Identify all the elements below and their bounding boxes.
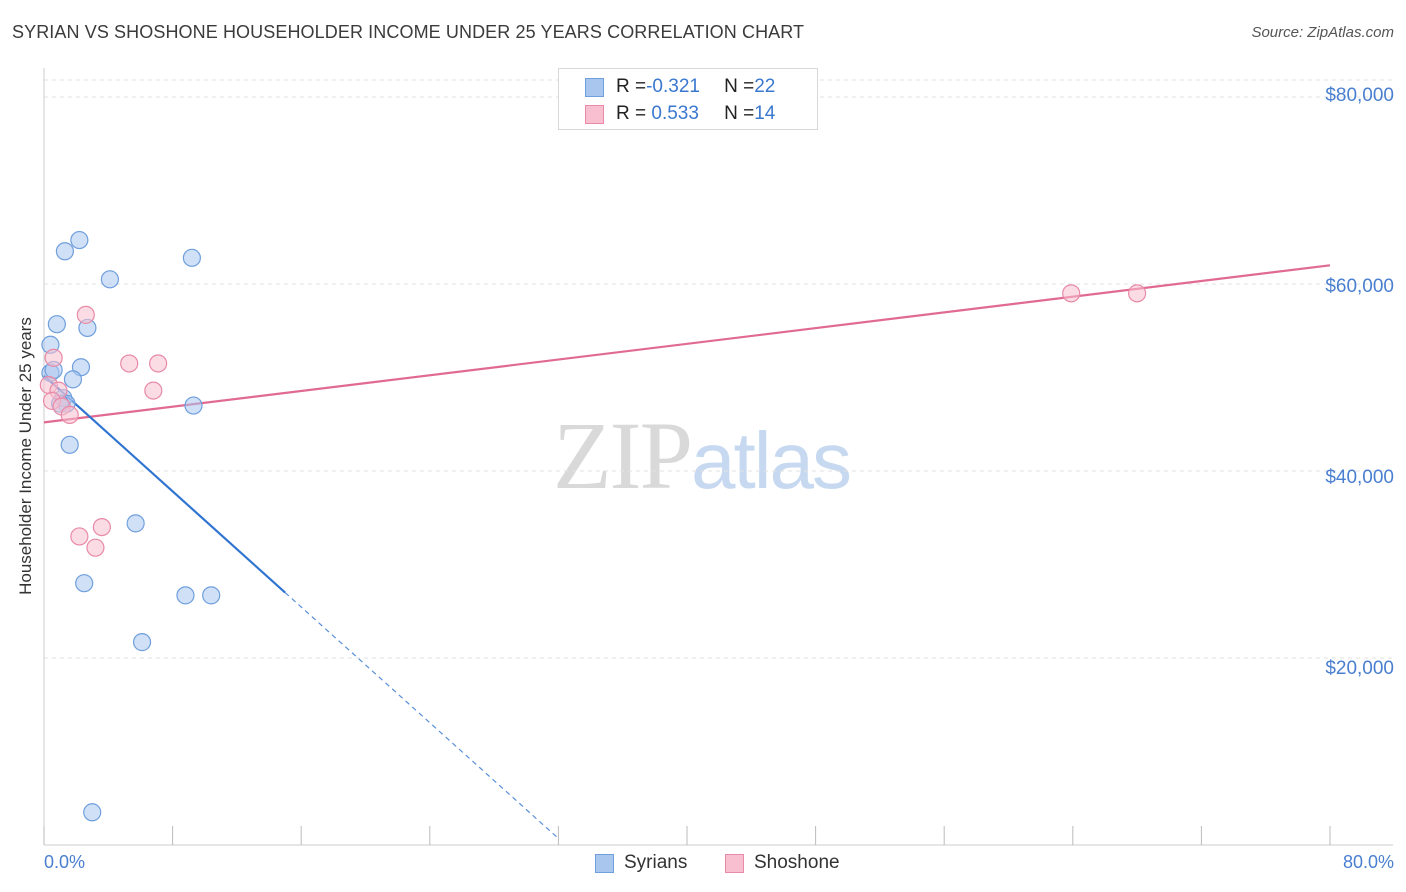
legend-n-value: 22 xyxy=(754,76,776,97)
trendline-syrians-extension xyxy=(284,592,559,839)
watermark-zip: ZIP xyxy=(553,402,693,509)
shoshone-point-7 xyxy=(120,354,139,373)
trendline-shoshone xyxy=(43,264,1331,424)
x-tick-label-min: 0.0% xyxy=(44,852,86,872)
shoshone-point-14 xyxy=(1127,284,1147,303)
x-tick-label-max: 80.0% xyxy=(1342,852,1394,872)
syrians-point-4 xyxy=(55,242,74,261)
syrians-point-3 xyxy=(47,315,66,334)
shoshone-point-9 xyxy=(144,381,163,400)
source-label: Source: ZipAtlas.com xyxy=(1251,24,1394,41)
bottom-legend-syrians[interactable]: Syrians xyxy=(595,852,687,874)
syrians-point-18 xyxy=(176,586,195,605)
legend-r-label: R = xyxy=(616,103,647,124)
legend-n-label: N = xyxy=(724,103,755,124)
syrians-point-14 xyxy=(182,248,201,267)
bottom-legend-label-syrians: Syrians xyxy=(624,852,688,873)
chart-title: SYRIAN VS SHOSHONE HOUSEHOLDER INCOME UN… xyxy=(12,22,805,42)
syrians-point-13 xyxy=(100,270,120,289)
bottom-legend-swatch-syrians xyxy=(595,853,614,873)
syrians-point-16 xyxy=(126,514,145,533)
syrians-point-21 xyxy=(83,803,102,822)
y-tick-label-60000: $60,000 xyxy=(1325,276,1394,297)
y-tick-label-40000: $40,000 xyxy=(1325,467,1394,488)
shoshone-point-1 xyxy=(44,348,63,367)
legend-r-value: 0.533 xyxy=(646,103,699,124)
correlation-legend: R = -0.321 N = 22 R = 0.533 N = 14 xyxy=(558,68,818,130)
syrians-point-17 xyxy=(75,574,94,593)
shoshone-point-5 xyxy=(60,405,79,424)
legend-swatch-syrians xyxy=(585,77,604,97)
syrians-point-15 xyxy=(184,396,203,415)
watermark: ZIPatlas xyxy=(553,400,852,511)
legend-r-label: R = xyxy=(616,76,647,97)
bottom-legend-swatch-shoshone xyxy=(725,853,744,873)
trendline-syrians xyxy=(43,374,286,594)
watermark-atlas: atlas xyxy=(691,416,852,505)
legend-row-syrians: R = -0.321 N = 22 xyxy=(585,75,775,99)
legend-swatch-shoshone xyxy=(585,104,604,124)
shoshone-point-6 xyxy=(76,305,95,324)
y-axis-label: Householder Income Under 25 years xyxy=(16,317,35,595)
syrians-point-20 xyxy=(132,633,152,652)
y-tick-label-20000: $20,000 xyxy=(1325,658,1394,679)
bottom-legend-label-shoshone: Shoshone xyxy=(754,852,840,873)
shoshone-point-8 xyxy=(149,354,168,373)
syrians-point-8 xyxy=(63,370,83,389)
legend-n-label: N = xyxy=(724,76,755,97)
shoshone-point-10 xyxy=(70,527,89,546)
legend-n-value: 14 xyxy=(754,103,776,124)
shoshone-point-11 xyxy=(92,517,111,537)
syrians-point-19 xyxy=(202,586,221,605)
legend-row-shoshone: R = 0.533 N = 14 xyxy=(585,102,775,126)
legend-r-value: -0.321 xyxy=(646,76,700,97)
shoshone-point-13 xyxy=(1062,284,1081,303)
y-tick-label-80000: $80,000 xyxy=(1325,85,1394,106)
shoshone-point-12 xyxy=(86,538,105,557)
bottom-legend-shoshone[interactable]: Shoshone xyxy=(725,852,840,874)
syrians-point-5 xyxy=(70,230,89,250)
syrians-point-12 xyxy=(60,435,79,454)
